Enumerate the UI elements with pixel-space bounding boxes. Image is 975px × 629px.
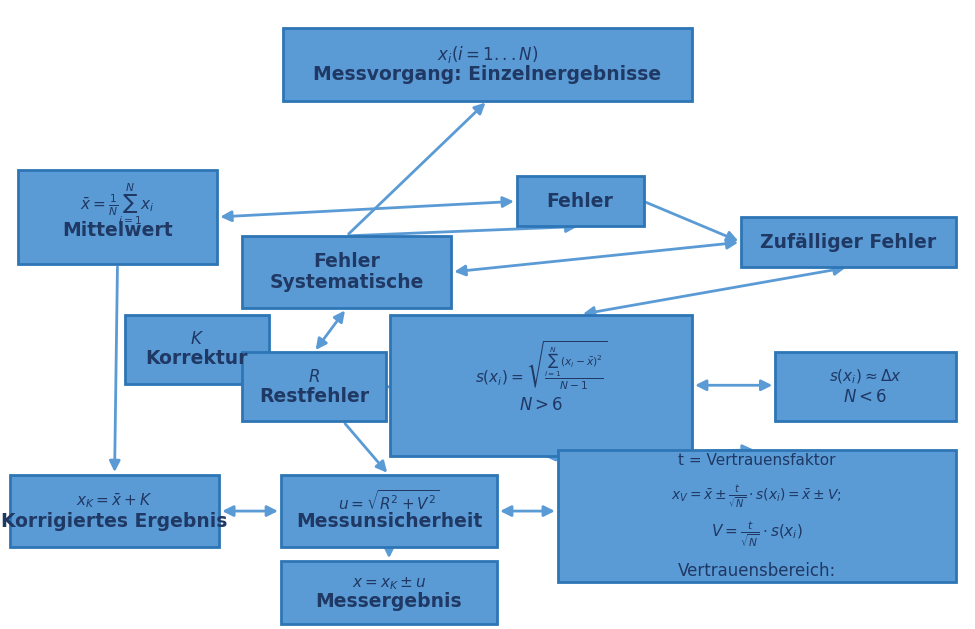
- FancyBboxPatch shape: [517, 176, 644, 226]
- Text: $x_i(i = 1 ...N)$: $x_i(i = 1 ...N)$: [437, 44, 538, 65]
- Text: $N < 6$: $N < 6$: [843, 387, 887, 406]
- Text: Zufälliger Fehler: Zufälliger Fehler: [760, 233, 936, 252]
- Text: Messvorgang: Einzelnergebnisse: Messvorgang: Einzelnergebnisse: [313, 65, 662, 84]
- Text: $\bar{x} = \frac{1}{N}\sum_{i=1}^{N} x_i$: $\bar{x} = \frac{1}{N}\sum_{i=1}^{N} x_i…: [80, 181, 155, 226]
- Text: $x_K = \bar{x} + K$: $x_K = \bar{x} + K$: [76, 491, 153, 510]
- FancyBboxPatch shape: [281, 475, 497, 547]
- Text: $R$: $R$: [308, 368, 320, 386]
- Text: $s(x_i) = \sqrt{\frac{\sum_{i=1}^{N}(x_i - \bar{x})^2}{N-1}}$: $s(x_i) = \sqrt{\frac{\sum_{i=1}^{N}(x_i…: [475, 339, 607, 392]
- Text: Fehler: Fehler: [547, 192, 613, 211]
- FancyBboxPatch shape: [390, 314, 692, 456]
- Text: Systematische: Systematische: [269, 272, 424, 292]
- FancyBboxPatch shape: [283, 28, 692, 101]
- Text: $x = x_K \pm u$: $x = x_K \pm u$: [352, 576, 426, 592]
- Text: Messunsicherheit: Messunsicherheit: [295, 511, 483, 531]
- FancyBboxPatch shape: [281, 561, 497, 624]
- FancyBboxPatch shape: [242, 236, 451, 308]
- Text: $x_V = \bar{x} \pm \frac{t}{\sqrt{N}} \cdot s(x_i) = \bar{x} \pm V;$: $x_V = \bar{x} \pm \frac{t}{\sqrt{N}} \c…: [671, 484, 842, 511]
- FancyBboxPatch shape: [242, 352, 386, 421]
- Text: Messergebnis: Messergebnis: [316, 592, 462, 611]
- Text: Korrektur: Korrektur: [145, 349, 249, 369]
- Text: Mittelwert: Mittelwert: [62, 221, 173, 240]
- Text: $s(x_i) \approx \Delta x$: $s(x_i) \approx \Delta x$: [829, 368, 902, 386]
- Text: Fehler: Fehler: [313, 252, 380, 272]
- FancyBboxPatch shape: [125, 314, 269, 384]
- Text: Korrigiertes Ergebnis: Korrigiertes Ergebnis: [1, 511, 228, 531]
- FancyBboxPatch shape: [775, 352, 956, 421]
- Text: $V = \frac{t}{\sqrt{N}} \cdot s(x_i)$: $V = \frac{t}{\sqrt{N}} \cdot s(x_i)$: [711, 520, 802, 548]
- FancyBboxPatch shape: [10, 475, 219, 547]
- FancyBboxPatch shape: [18, 170, 217, 264]
- Text: $u = \sqrt{R^2 + V^2}$: $u = \sqrt{R^2 + V^2}$: [338, 489, 440, 513]
- Text: $K$: $K$: [190, 330, 204, 348]
- FancyBboxPatch shape: [558, 450, 956, 582]
- Text: Restfehler: Restfehler: [259, 387, 369, 406]
- Text: t = Vertrauensfaktor: t = Vertrauensfaktor: [678, 453, 836, 468]
- Text: $N > 6$: $N > 6$: [519, 396, 564, 414]
- FancyBboxPatch shape: [741, 217, 956, 267]
- Text: Vertrauensbereich:: Vertrauensbereich:: [678, 562, 836, 581]
